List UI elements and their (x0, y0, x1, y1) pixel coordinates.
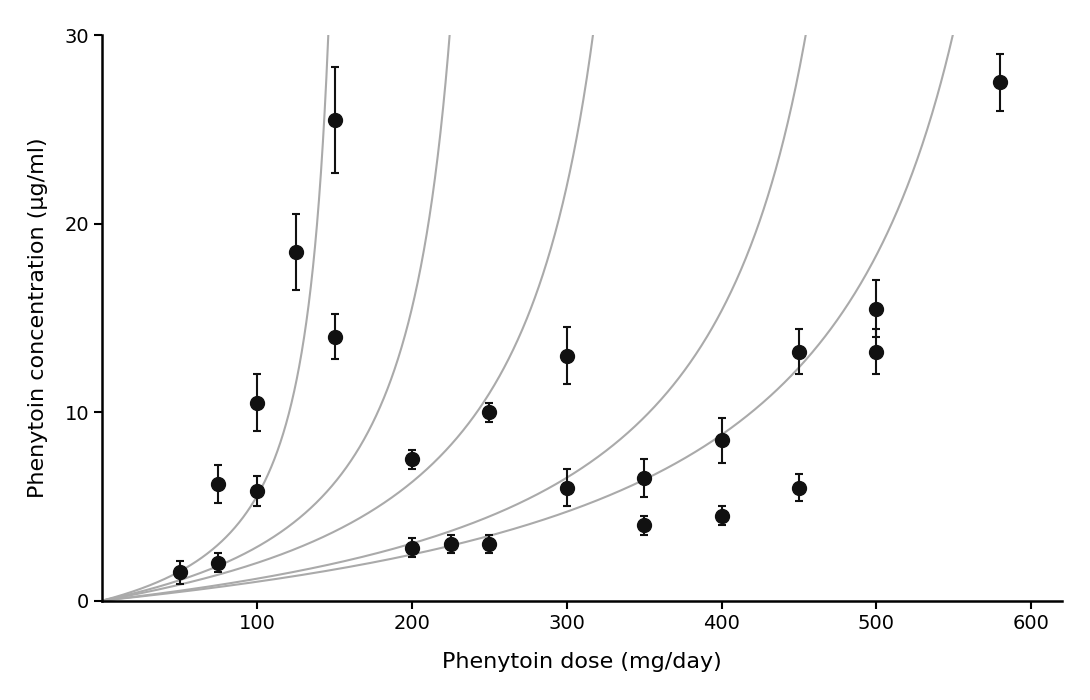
Y-axis label: Phenytoin concentration (μg/ml): Phenytoin concentration (μg/ml) (27, 138, 48, 498)
X-axis label: Phenytoin dose (mg/day): Phenytoin dose (mg/day) (443, 652, 722, 672)
